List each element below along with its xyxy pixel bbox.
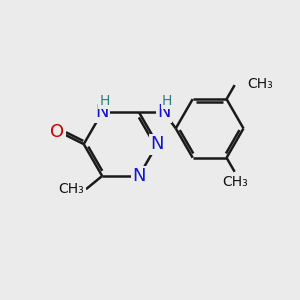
- Text: N: N: [132, 167, 146, 185]
- Text: CH₃: CH₃: [247, 76, 273, 91]
- Text: O: O: [50, 123, 64, 141]
- Text: H: H: [162, 94, 172, 108]
- Text: H: H: [99, 94, 110, 108]
- Text: CH₃: CH₃: [59, 182, 85, 196]
- Text: N: N: [157, 103, 171, 121]
- Text: N: N: [95, 103, 109, 121]
- Text: CH₃: CH₃: [222, 175, 247, 189]
- Text: N: N: [151, 135, 164, 153]
